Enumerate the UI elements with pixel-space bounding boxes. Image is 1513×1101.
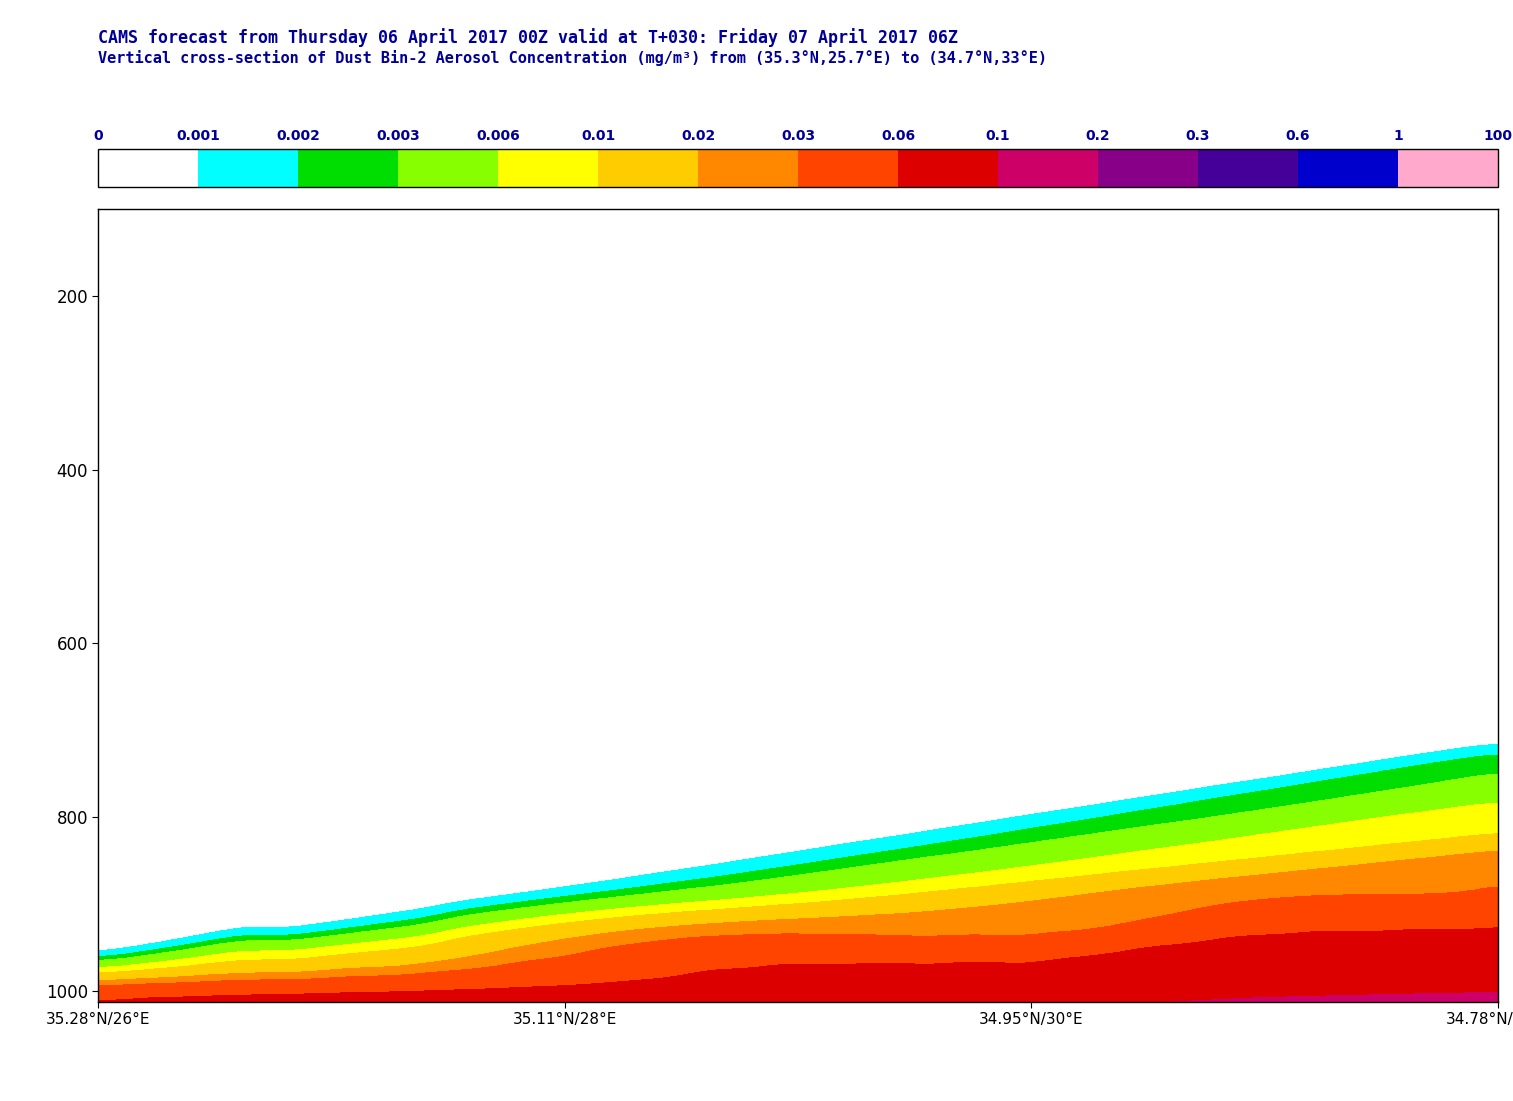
Text: 0.02: 0.02 xyxy=(681,129,716,143)
Bar xyxy=(697,149,799,187)
Bar xyxy=(999,149,1098,187)
Text: 0: 0 xyxy=(94,129,103,143)
Text: 0.002: 0.002 xyxy=(277,129,321,143)
Text: 0.3: 0.3 xyxy=(1186,129,1210,143)
Text: 0.01: 0.01 xyxy=(581,129,616,143)
Text: 0.1: 0.1 xyxy=(986,129,1011,143)
Bar xyxy=(1298,149,1398,187)
Text: 0.6: 0.6 xyxy=(1286,129,1310,143)
Text: 0.001: 0.001 xyxy=(177,129,221,143)
Bar xyxy=(198,149,298,187)
Bar xyxy=(98,149,198,187)
Text: 0.006: 0.006 xyxy=(477,129,520,143)
Bar xyxy=(899,149,999,187)
Bar xyxy=(799,149,899,187)
Text: 0.003: 0.003 xyxy=(377,129,421,143)
Bar xyxy=(1398,149,1498,187)
Bar xyxy=(598,149,697,187)
Text: 0.03: 0.03 xyxy=(781,129,816,143)
Text: 0.06: 0.06 xyxy=(881,129,915,143)
Bar xyxy=(498,149,598,187)
Text: 100: 100 xyxy=(1483,129,1513,143)
Text: Vertical cross-section of Dust Bin-2 Aerosol Concentration (mg/m³) from (35.3°N,: Vertical cross-section of Dust Bin-2 Aer… xyxy=(98,50,1047,66)
Bar xyxy=(298,149,398,187)
Text: 1: 1 xyxy=(1393,129,1403,143)
Bar xyxy=(398,149,498,187)
Text: CAMS forecast from Thursday 06 April 2017 00Z valid at T+030: Friday 07 April 20: CAMS forecast from Thursday 06 April 201… xyxy=(98,28,958,46)
Bar xyxy=(1098,149,1198,187)
Text: 0.2: 0.2 xyxy=(1086,129,1111,143)
Bar xyxy=(1198,149,1298,187)
